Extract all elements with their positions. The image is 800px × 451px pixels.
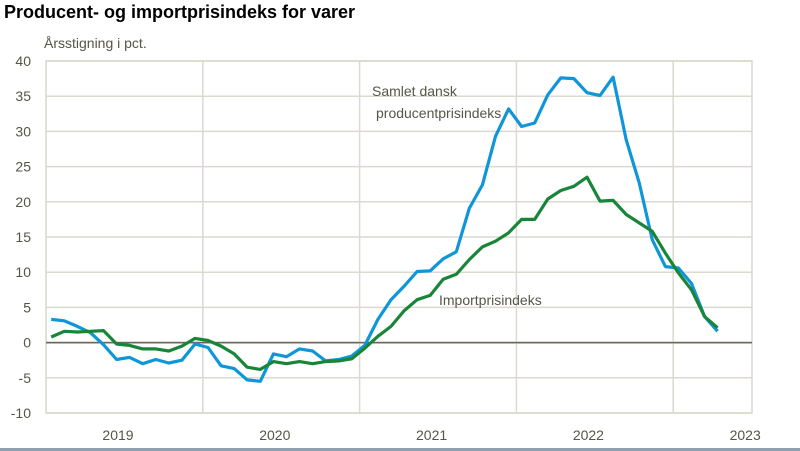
series-line-import-price-index	[50, 175, 719, 371]
y-tick-label: 5	[23, 299, 31, 315]
y-axis-label: Årsstigning i pct.	[44, 35, 147, 51]
y-tick-label: -10	[11, 405, 31, 421]
y-tick-label: 30	[15, 123, 31, 139]
y-tick-label: 15	[15, 229, 31, 245]
series-line-producer-price-index	[51, 75, 719, 383]
x-tick-label: 2022	[573, 427, 604, 443]
y-tick-label: 40	[15, 53, 31, 69]
y-tick-label: -5	[19, 370, 32, 386]
x-tick-label: 2019	[102, 427, 133, 443]
y-tick-label: 35	[15, 88, 31, 104]
label-import: Importprisindeks	[439, 292, 542, 308]
y-ticks: 40 35 30 25 20 15 10 5 0 -5 -10	[11, 53, 31, 421]
y-tick-label: 20	[15, 194, 31, 210]
plot-frame	[45, 60, 753, 414]
label-producer-line2: producentprisindeks	[376, 105, 501, 121]
y-tick-label: 25	[15, 159, 31, 175]
series-lines	[50, 75, 719, 383]
y-tick-label: 10	[15, 264, 31, 280]
bottom-rule	[0, 448, 800, 451]
x-tick-label: 2023	[730, 427, 761, 443]
x-tick-label: 2021	[416, 427, 447, 443]
grid	[45, 60, 753, 414]
chart-title: Producent- og importprisindeks for varer	[4, 2, 356, 22]
label-producer-line1: Samlet dansk	[372, 83, 458, 99]
series-labels: Samlet dansk producentprisindeks Importp…	[372, 83, 542, 308]
x-tick-label: 2020	[259, 427, 290, 443]
y-tick-label: 0	[23, 335, 31, 351]
x-ticks: 2019 2020 2021 2022 2023	[102, 427, 761, 443]
